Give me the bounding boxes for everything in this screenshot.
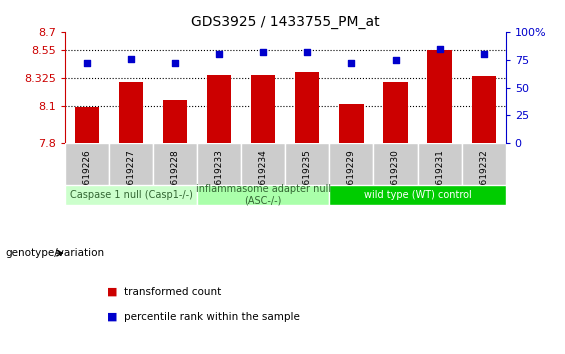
Point	[215, 51, 224, 57]
Point	[347, 60, 356, 66]
Bar	[340, 104, 363, 143]
Bar	[163, 100, 187, 143]
Text: transformed count: transformed count	[124, 287, 221, 297]
Text: ■: ■	[107, 312, 118, 322]
FancyBboxPatch shape	[65, 185, 197, 205]
FancyBboxPatch shape	[197, 185, 329, 205]
Text: GSM619235: GSM619235	[303, 149, 312, 204]
FancyBboxPatch shape	[418, 143, 462, 185]
FancyBboxPatch shape	[329, 185, 506, 205]
Text: genotype/variation: genotype/variation	[6, 248, 105, 258]
Text: GSM619226: GSM619226	[82, 149, 92, 204]
Text: percentile rank within the sample: percentile rank within the sample	[124, 312, 300, 322]
Text: GSM619228: GSM619228	[171, 149, 180, 204]
Bar	[251, 75, 275, 143]
Text: GSM619231: GSM619231	[435, 149, 444, 204]
Title: GDS3925 / 1433755_PM_at: GDS3925 / 1433755_PM_at	[191, 16, 380, 29]
Point	[435, 46, 444, 51]
Text: GSM619234: GSM619234	[259, 149, 268, 204]
FancyBboxPatch shape	[65, 143, 109, 185]
Point	[391, 57, 400, 63]
Bar	[207, 75, 231, 143]
Point	[127, 56, 136, 62]
Text: GSM619229: GSM619229	[347, 149, 356, 204]
FancyBboxPatch shape	[109, 143, 153, 185]
Text: inflammasome adapter null
(ASC-/-): inflammasome adapter null (ASC-/-)	[195, 184, 331, 206]
Bar	[384, 82, 407, 143]
Point	[259, 49, 268, 55]
Text: wild type (WT) control: wild type (WT) control	[364, 190, 471, 200]
Bar	[119, 82, 143, 143]
Point	[171, 60, 180, 66]
Text: ■: ■	[107, 287, 118, 297]
FancyBboxPatch shape	[373, 143, 418, 185]
FancyBboxPatch shape	[285, 143, 329, 185]
FancyBboxPatch shape	[329, 143, 373, 185]
Bar	[75, 107, 99, 143]
Point	[479, 51, 488, 57]
FancyBboxPatch shape	[197, 143, 241, 185]
Text: Caspase 1 null (Casp1-/-): Caspase 1 null (Casp1-/-)	[69, 190, 193, 200]
Point	[82, 60, 92, 66]
Text: GSM619233: GSM619233	[215, 149, 224, 204]
FancyBboxPatch shape	[241, 143, 285, 185]
FancyBboxPatch shape	[462, 143, 506, 185]
Text: GSM619227: GSM619227	[127, 149, 136, 204]
Bar	[295, 72, 319, 143]
Bar	[428, 50, 451, 143]
Bar	[472, 76, 496, 143]
Point	[303, 49, 312, 55]
Text: GSM619232: GSM619232	[479, 149, 488, 204]
Text: GSM619230: GSM619230	[391, 149, 400, 204]
FancyBboxPatch shape	[153, 143, 197, 185]
